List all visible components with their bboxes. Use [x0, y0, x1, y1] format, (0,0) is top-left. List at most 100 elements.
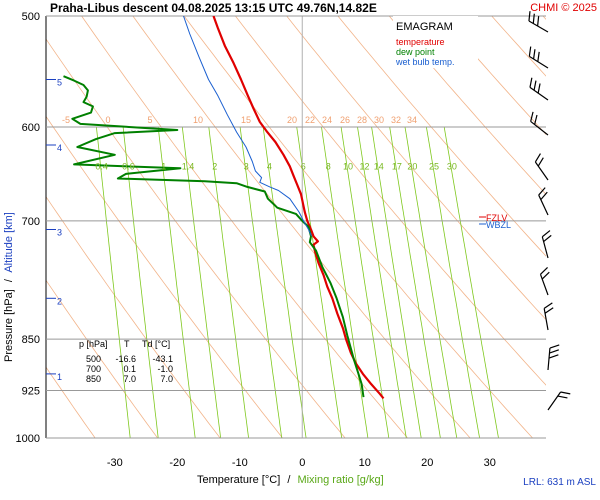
dry-adiabat-line: [286, 16, 546, 321]
mixing-ratio-line: [157, 126, 196, 438]
wind-barb-feather: [534, 114, 538, 125]
wind-barb-staff: [543, 308, 549, 331]
wind-barb: [528, 11, 549, 33]
pressure-tick-label: 600: [22, 122, 40, 134]
mixing-ratio-line: [122, 126, 159, 438]
isotherm-label: 24: [322, 115, 332, 125]
mixing-ratio-line: [404, 126, 458, 438]
legend-dew-point: dew point: [396, 47, 435, 57]
mixing-ratio-label: 1.4: [182, 161, 195, 171]
wind-barb-staff: [534, 161, 549, 181]
pressure-tick-label: 500: [22, 11, 40, 23]
x-axis-label: Temperature [°C] / Mixing ratio [g/kg]: [197, 474, 384, 486]
mixing-ratio-label: 20: [407, 161, 417, 171]
altitude-tick-label: 4: [57, 143, 62, 153]
altitude-tick-label: 1: [57, 372, 62, 382]
mixing-ratio-label: 30: [447, 161, 457, 171]
table-cell: 7.0: [123, 374, 136, 384]
wind-barb-staff: [547, 348, 551, 371]
wind-barb-staff: [547, 391, 562, 411]
wind-barb: [538, 187, 549, 216]
dry-adiabat-line: [81, 16, 408, 438]
wind-barb-feather: [560, 391, 571, 395]
copyright-text: CHMI © 2025: [530, 2, 597, 14]
mixing-ratio-label: 25: [429, 161, 439, 171]
mixing-ratio-label: 2: [212, 161, 217, 171]
wind-barb-feather: [529, 77, 533, 88]
table-header-td: Td [°C]: [142, 339, 170, 349]
pressure-tick-label: 700: [22, 216, 40, 228]
wind-barb: [547, 391, 571, 411]
isotherm-label: -5: [62, 115, 70, 125]
wind-barb-staff: [529, 55, 549, 69]
dry-adiabat-line: [46, 366, 96, 438]
wind-barb-feather: [543, 302, 553, 309]
wind-barb-staff: [539, 274, 549, 296]
wind-barb-feather: [530, 111, 534, 122]
wind-barb: [543, 302, 554, 331]
mixing-ratio-label: 0.6: [122, 161, 135, 171]
altitude-tick-label: 2: [57, 296, 62, 306]
dry-adiabat-line: [46, 196, 221, 438]
table-header-p: p [hPa]: [79, 339, 108, 349]
legend-title: EMAGRAM: [396, 21, 453, 33]
wind-barb-feather: [534, 153, 541, 163]
pressure-grid-lines: [45, 15, 546, 439]
wind-barb-feather: [532, 13, 535, 24]
y-axis-label-sep: /: [3, 278, 15, 282]
wind-barb-staff: [530, 120, 549, 136]
wind-barb-feather: [537, 83, 541, 94]
wind-barb-staff: [529, 86, 549, 101]
wet-bulb-line: [183, 16, 313, 237]
wind-barb-feather: [541, 230, 551, 238]
dry-adiabat-line: [542, 16, 546, 20]
y-axis-label-altitude: Altitude [km]: [3, 212, 15, 273]
isotherm-label: 0: [105, 115, 110, 125]
wind-barb: [529, 77, 549, 101]
y-axis-label-pressure: Pressure [hPa]: [3, 289, 15, 362]
mixing-ratio-label: 4: [267, 161, 272, 171]
background-grid: [46, 16, 546, 438]
wind-barb-feather: [543, 234, 552, 243]
legend-temperature: temperature: [396, 37, 445, 47]
mixing-ratio-label: 12: [359, 161, 369, 171]
wind-barb-feather: [528, 46, 532, 57]
mixing-ratio-line: [426, 126, 480, 438]
wind-barb-feather: [548, 354, 559, 359]
mixing-ratio-line: [357, 126, 407, 438]
wind-barb-feather: [532, 49, 536, 60]
mixing-ratio-label: 6: [301, 161, 306, 171]
mixing-ratio-line: [296, 126, 343, 438]
temperature-tick-label: -10: [232, 457, 248, 469]
isotherm-label: 5: [147, 115, 152, 125]
line-labels: 0.4 0.6 1 1.4 2 3 4 6 8 10 12 14 17 20 25 30-5 0 5 10 15 20 2…: [62, 115, 486, 225]
dry-adiabat-line: [337, 16, 546, 257]
dry-adiabat-line: [46, 115, 283, 438]
wind-barb-feather: [540, 267, 548, 275]
wind-barb-feather: [537, 157, 544, 167]
x-axis-label-mix: Mixing ratio [g/kg]: [297, 474, 383, 486]
wind-barb: [539, 267, 550, 296]
table-cell: 850: [86, 374, 101, 384]
temperature-tick-label: -20: [169, 457, 185, 469]
pressure-tick-label: 925: [22, 386, 40, 398]
wind-barb-feather: [557, 395, 568, 399]
table-cell: -43.1: [152, 354, 173, 364]
dry-adiabat-line: [46, 279, 158, 438]
mixing-ratio-line: [443, 126, 499, 438]
mixing-ratio-line: [371, 126, 422, 438]
isotherm-label: 15: [241, 115, 251, 125]
mixing-ratio-label: 1: [161, 161, 166, 171]
table-cell: -16.6: [115, 354, 136, 364]
mixing-ratio-line: [96, 126, 131, 438]
mixing-ratio-label: 17: [392, 161, 402, 171]
table-cell: 500: [86, 354, 101, 364]
isotherm-label: 34: [407, 115, 417, 125]
wind-barb-feather: [544, 307, 554, 314]
wind-barb: [528, 46, 549, 69]
temperature-tick-label: 0: [299, 457, 305, 469]
y-axis-label: Pressure [hPa] / Altitude [km]: [3, 212, 15, 362]
wind-barb-feather: [528, 11, 531, 22]
altitude-tick-label: 5: [57, 78, 62, 88]
